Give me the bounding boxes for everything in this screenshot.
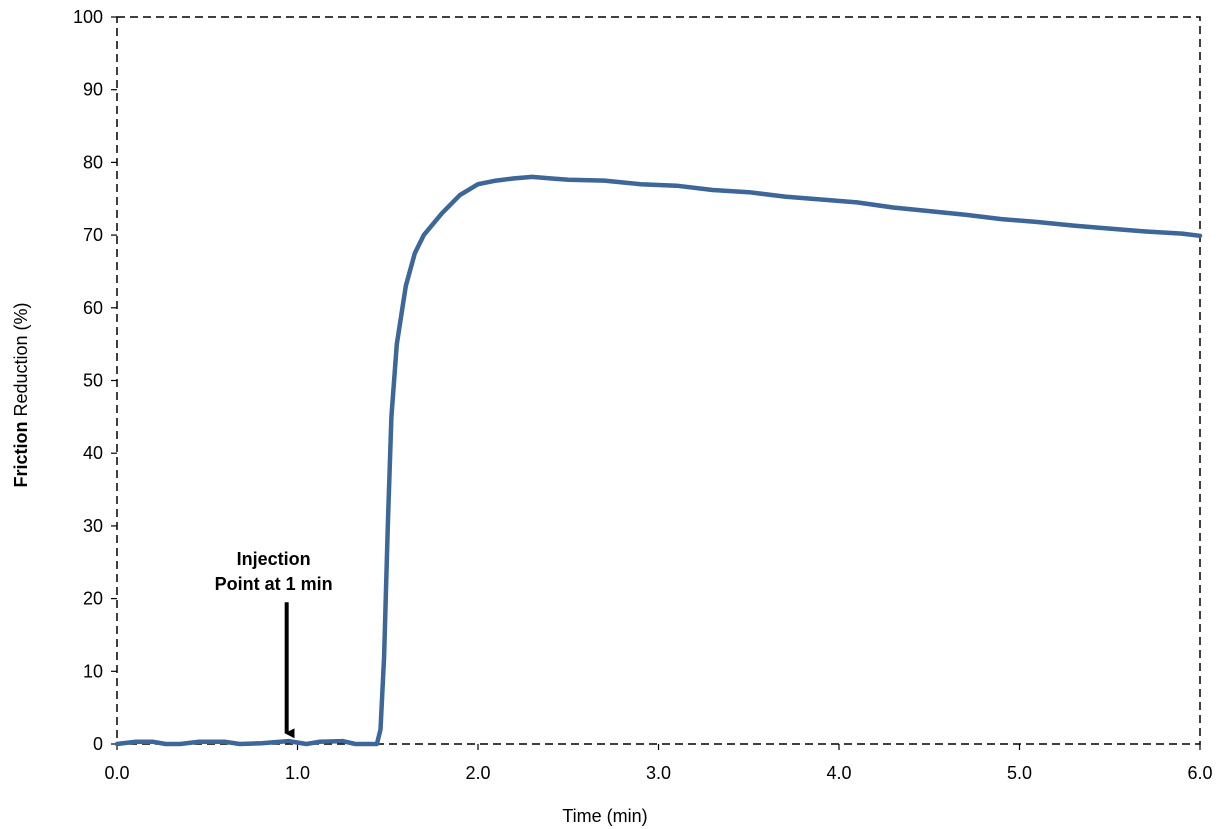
y-tick-label: 70 <box>83 225 103 245</box>
series-line-0 <box>114 174 1203 747</box>
series-group <box>114 174 1203 747</box>
x-axis-title: Time (min) <box>562 806 647 826</box>
x-tick-label: 5.0 <box>1007 763 1032 783</box>
y-tick-label: 30 <box>83 516 103 536</box>
y-tick-label: 90 <box>83 80 103 100</box>
annotation-group: Injection Point at 1 min <box>215 549 333 739</box>
x-axis-ticks: 0.0 1.0 2.0 3.0 4.0 5.0 6.0 <box>104 744 1213 783</box>
y-axis-title-rest: Reduction (%) <box>11 302 31 421</box>
y-tick-label: 40 <box>83 443 103 463</box>
annotation-text-line: Injection <box>237 549 311 569</box>
y-axis-ticks: 0 10 20 30 40 50 60 70 80 90 100 <box>73 7 117 754</box>
y-tick-label: 60 <box>83 298 103 318</box>
y-tick-label: 50 <box>83 371 103 391</box>
x-tick-label: 2.0 <box>465 763 490 783</box>
annotation-text-line: Point at 1 min <box>215 574 333 594</box>
x-tick-label: 1.0 <box>285 763 310 783</box>
y-tick-label: 10 <box>83 661 103 681</box>
plot-frame <box>116 16 1201 745</box>
x-tick-label: 0.0 <box>104 763 129 783</box>
y-tick-label: 100 <box>73 7 103 27</box>
y-tick-label: 0 <box>93 734 103 754</box>
y-tick-label: 20 <box>83 589 103 609</box>
x-tick-label: 4.0 <box>826 763 851 783</box>
y-tick-label: 80 <box>83 152 103 172</box>
x-tick-label: 3.0 <box>646 763 671 783</box>
x-tick-label: 6.0 <box>1187 763 1212 783</box>
y-axis-title: Friction Reduction (%) <box>11 302 31 487</box>
y-axis-title-bold: Friction <box>11 422 31 488</box>
